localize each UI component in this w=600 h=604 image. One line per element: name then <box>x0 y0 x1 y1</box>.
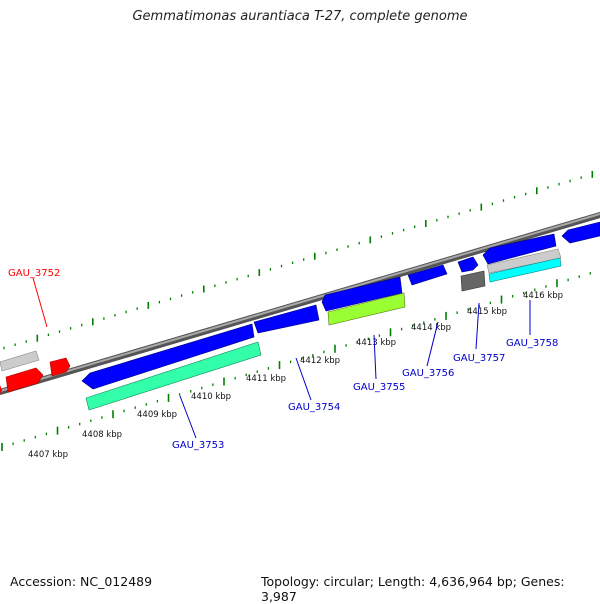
kbp-label: 4409 kbp <box>137 410 177 420</box>
gene-feature-trna[interactable] <box>488 257 562 283</box>
gene-label-gau-3757[interactable]: GAU_3757 <box>453 353 505 364</box>
map-title: Gemmatimonas aurantiaca T-27, complete g… <box>132 9 468 24</box>
gene-label-gau-3753[interactable]: GAU_3753 <box>172 440 224 451</box>
gene-feature-pseudo[interactable] <box>460 270 486 292</box>
kbp-label: 4407 kbp <box>28 450 68 460</box>
inner-tick-track <box>1 272 591 451</box>
gene-feature-rrna[interactable] <box>85 341 262 411</box>
gene-label-gau-3754[interactable]: GAU_3754 <box>288 402 340 413</box>
gene-feature-cds[interactable] <box>482 233 557 265</box>
gene-feature-cds[interactable] <box>5 367 44 393</box>
genome-backbone-highlight <box>0 212 600 393</box>
outer-tick-track <box>3 170 594 350</box>
gene-feature-other[interactable] <box>486 248 562 274</box>
gene-feature-cds[interactable] <box>561 221 600 244</box>
gene-label-leaders <box>32 277 531 439</box>
gene-feature-cds[interactable] <box>407 264 448 286</box>
gene-label-gau-3752[interactable]: GAU_3752 <box>8 268 60 279</box>
kbp-label: 4413 kbp <box>356 338 396 348</box>
gene-feature-cds[interactable] <box>0 385 2 394</box>
gene-feature-cds[interactable] <box>49 357 71 377</box>
kbp-label: 4408 kbp <box>82 430 122 440</box>
kbp-label: 4416 kbp <box>523 291 563 301</box>
gene-feature-cds[interactable] <box>253 304 320 334</box>
kbp-label: 4412 kbp <box>300 356 340 366</box>
gene-feature-cds[interactable] <box>457 256 479 273</box>
accession-text: Accession: NC_012489 <box>10 574 153 589</box>
gene-label-gau-3755[interactable]: GAU_3755 <box>353 382 405 393</box>
gene-feature-misc[interactable] <box>327 292 406 326</box>
gene-feature-other[interactable] <box>0 350 40 372</box>
kbp-label: 4414 kbp <box>411 323 451 333</box>
gene-label-gau-3758[interactable]: GAU_3758 <box>506 338 558 349</box>
gene-label-gau-3756[interactable]: GAU_3756 <box>402 368 454 379</box>
kbp-label: 4410 kbp <box>191 392 231 402</box>
reverse-strand-features <box>0 248 562 411</box>
gene-feature-cds[interactable] <box>321 276 403 312</box>
forward-strand-features <box>0 221 600 394</box>
kbp-label: 4415 kbp <box>467 307 507 317</box>
gene-feature-cds[interactable] <box>81 323 255 390</box>
kbp-label: 4411 kbp <box>246 374 286 384</box>
